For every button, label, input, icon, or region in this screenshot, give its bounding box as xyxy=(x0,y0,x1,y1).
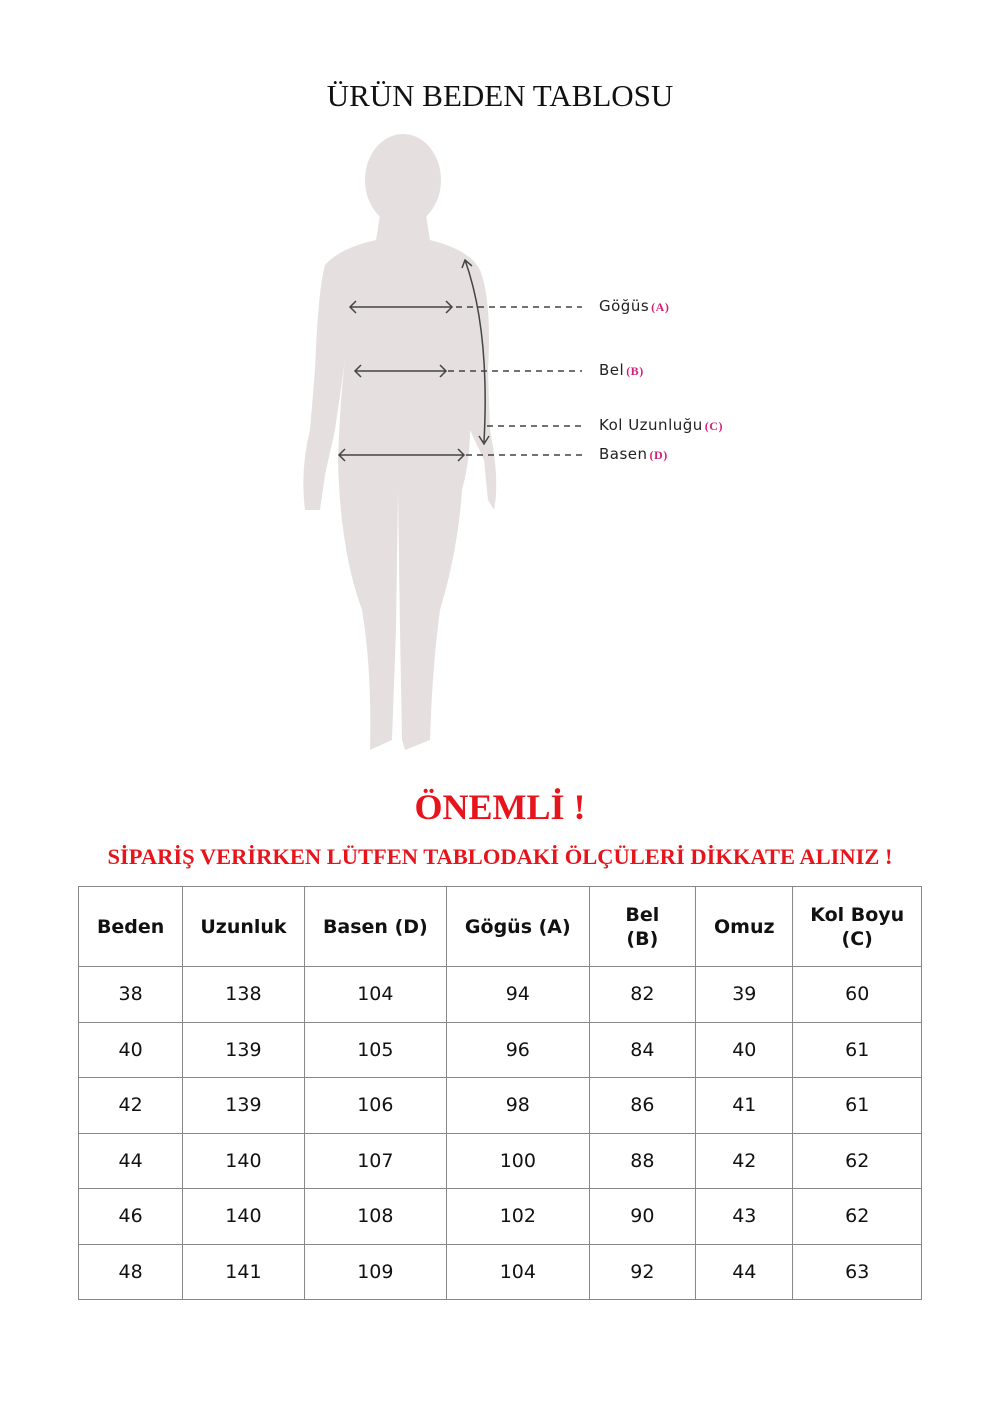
table-cell: 96 xyxy=(446,1021,590,1078)
table-cell: 63 xyxy=(792,1243,922,1300)
column-header-line: Bel xyxy=(625,903,660,926)
table-header-row: Beden Uzunluk Basen (D) Gögüs (A) Bel (B) Omuz… xyxy=(77,886,922,967)
table-cell: 42 xyxy=(77,1077,184,1134)
label-code: (D) xyxy=(649,448,668,462)
table-cell: 140 xyxy=(182,1188,305,1245)
label-text: Basen xyxy=(599,445,648,463)
measure-lines xyxy=(337,258,584,462)
table-cell: 140 xyxy=(182,1132,305,1189)
label-text: Kol Uzunluğu xyxy=(599,416,703,434)
table-cell: 60 xyxy=(792,966,922,1023)
table-cell: 94 xyxy=(446,966,590,1023)
column-header-line: Omuz xyxy=(714,915,775,938)
table-cell: 104 xyxy=(446,1243,590,1300)
table-cell: 106 xyxy=(303,1077,448,1134)
column-header-line: Uzunluk xyxy=(200,915,287,938)
table-row: 44 140 107 100 88 42 62 xyxy=(77,1132,922,1189)
table-cell: 107 xyxy=(303,1132,448,1189)
column-header-line: Beden xyxy=(96,915,165,938)
size-table: Beden Uzunluk Basen (D) Gögüs (A) Bel (B) Omuz… xyxy=(77,886,922,1300)
column-header-line: (C) xyxy=(841,927,873,950)
table-cell: 40 xyxy=(695,1021,794,1078)
table-cell: 109 xyxy=(303,1243,448,1300)
table-cell: 40 xyxy=(77,1021,184,1078)
column-header-line: Kol Boyu xyxy=(810,903,905,926)
table-cell: 41 xyxy=(695,1077,794,1134)
table-cell: 98 xyxy=(446,1077,590,1134)
table-cell: 141 xyxy=(182,1243,305,1300)
table-cell: 44 xyxy=(695,1243,794,1300)
table-cell: 100 xyxy=(446,1132,590,1189)
table-cell: 84 xyxy=(588,1021,697,1078)
label-kol-uzunlugu: Kol Uzunluğu (C) xyxy=(599,416,723,434)
table-cell: 48 xyxy=(77,1243,184,1300)
column-header-line: Gögüs (A) xyxy=(464,915,571,938)
table-cell: 139 xyxy=(182,1021,305,1078)
label-code: (C) xyxy=(704,419,723,433)
table-cell: 43 xyxy=(695,1188,794,1245)
label-basen: Basen (D) xyxy=(599,445,668,463)
order-note: SİPARİŞ VERİRKEN LÜTFEN TABLODAKİ ÖLÇÜLE… xyxy=(107,844,893,869)
table-cell: 105 xyxy=(303,1021,448,1078)
table-row: 46 140 108 102 90 43 62 xyxy=(77,1188,922,1245)
table-cell: 90 xyxy=(588,1188,697,1245)
column-header: Uzunluk xyxy=(182,886,305,967)
table-row: 48 141 109 104 92 44 63 xyxy=(77,1243,922,1300)
table-cell: 39 xyxy=(695,966,794,1023)
table-cell: 104 xyxy=(303,966,448,1023)
label-bel: Bel (B) xyxy=(599,361,644,379)
page-title: ÜRÜN BEDEN TABLOSU xyxy=(326,78,674,113)
table-row: 40 139 105 96 84 40 61 xyxy=(77,1021,922,1078)
table-cell: 61 xyxy=(792,1021,922,1078)
table-cell: 102 xyxy=(446,1188,590,1245)
table-cell: 138 xyxy=(182,966,305,1023)
table-cell: 92 xyxy=(588,1243,697,1300)
column-header: Kol Boyu (C) xyxy=(792,886,922,967)
table-cell: 82 xyxy=(588,966,697,1023)
column-header-line: (B) xyxy=(626,927,659,950)
table-cell: 62 xyxy=(792,1188,922,1245)
table-cell: 44 xyxy=(77,1132,184,1189)
table-cell: 42 xyxy=(695,1132,794,1189)
column-header: Bel (B) xyxy=(588,886,697,967)
column-header-line: Basen (D) xyxy=(322,915,428,938)
table-cell: 38 xyxy=(77,966,184,1023)
table-cell: 62 xyxy=(792,1132,922,1189)
body-silhouette-figure xyxy=(303,134,584,750)
label-code: (B) xyxy=(626,364,644,378)
column-header: Omuz xyxy=(695,886,794,967)
label-gogus: Göğüs (A) xyxy=(599,297,669,315)
table-cell: 46 xyxy=(77,1188,184,1245)
label-text: Göğüs xyxy=(599,297,650,315)
column-header: Basen (D) xyxy=(303,886,448,967)
table-cell: 108 xyxy=(303,1188,448,1245)
label-code: (A) xyxy=(651,300,670,314)
table-cell: 88 xyxy=(588,1132,697,1189)
silhouette xyxy=(303,134,497,750)
table-cell: 139 xyxy=(182,1077,305,1134)
important-heading: ÖNEMLİ ! xyxy=(414,787,586,827)
table-cell: 86 xyxy=(588,1077,697,1134)
label-text: Bel xyxy=(599,361,625,379)
column-header: Gögüs (A) xyxy=(446,886,590,967)
table-cell: 61 xyxy=(792,1077,922,1134)
column-header: Beden xyxy=(77,886,184,967)
table-row: 38 138 104 94 82 39 60 xyxy=(77,966,922,1023)
table-row: 42 139 106 98 86 41 61 xyxy=(77,1077,922,1134)
